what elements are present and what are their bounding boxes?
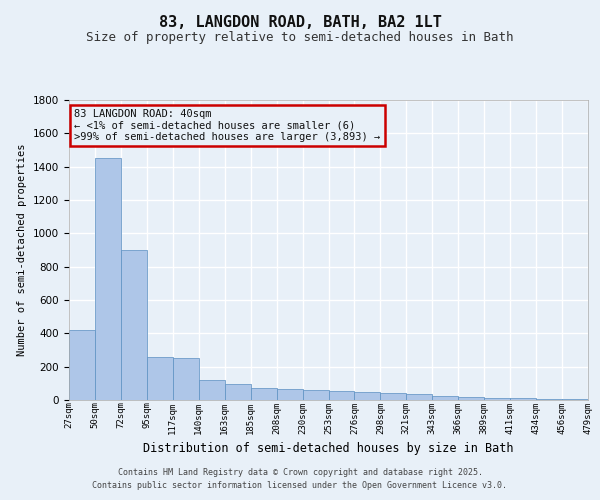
Text: 83, LANGDON ROAD, BATH, BA2 1LT: 83, LANGDON ROAD, BATH, BA2 1LT	[158, 15, 442, 30]
Bar	[433, 396, 458, 400]
Text: Contains HM Land Registry data © Crown copyright and database right 2025.: Contains HM Land Registry data © Crown c…	[118, 468, 482, 477]
Bar	[562, 399, 588, 400]
Bar	[121, 250, 147, 400]
Bar	[173, 358, 199, 400]
Bar	[95, 158, 121, 400]
Bar	[510, 398, 536, 400]
Bar	[199, 380, 224, 400]
Bar	[302, 390, 329, 400]
Bar	[458, 396, 484, 400]
Bar	[69, 330, 95, 400]
Y-axis label: Number of semi-detached properties: Number of semi-detached properties	[17, 144, 28, 356]
Bar	[147, 356, 173, 400]
Bar	[251, 388, 277, 400]
Bar	[329, 391, 355, 400]
Bar	[536, 398, 562, 400]
Bar	[355, 392, 380, 400]
Text: Contains public sector information licensed under the Open Government Licence v3: Contains public sector information licen…	[92, 482, 508, 490]
Bar	[380, 392, 406, 400]
X-axis label: Distribution of semi-detached houses by size in Bath: Distribution of semi-detached houses by …	[143, 442, 514, 455]
Bar	[406, 394, 432, 400]
Text: 83 LANGDON ROAD: 40sqm
← <1% of semi-detached houses are smaller (6)
>99% of sem: 83 LANGDON ROAD: 40sqm ← <1% of semi-det…	[74, 109, 380, 142]
Bar	[484, 398, 510, 400]
Text: Size of property relative to semi-detached houses in Bath: Size of property relative to semi-detach…	[86, 31, 514, 44]
Bar	[225, 384, 251, 400]
Bar	[277, 389, 302, 400]
